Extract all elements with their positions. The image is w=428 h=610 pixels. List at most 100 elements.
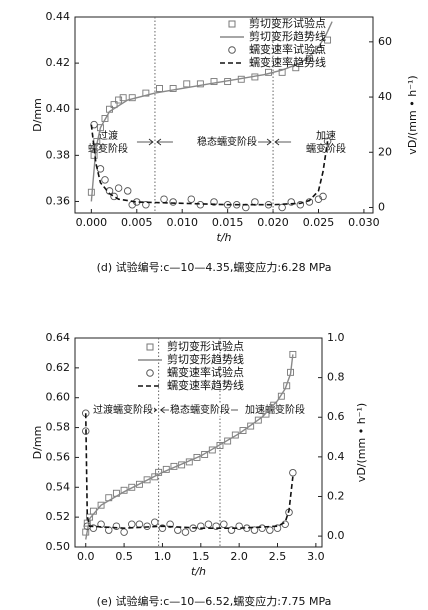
circle-marker <box>128 520 136 528</box>
stage-label-bg <box>244 403 306 416</box>
circle-marker <box>197 522 205 530</box>
stage-label-bg <box>97 129 119 142</box>
y2-tick-label: 0.0 <box>327 529 345 542</box>
x-tick-label: 0.005 <box>121 216 153 229</box>
y-tick-label: 0.54 <box>46 480 71 493</box>
chart: 0.0 0.5 1.0 1.5 2.0 2.5 3.0 0.50 0.52 0.54 0.56 0.5… <box>31 331 368 608</box>
x-tick-label: 0.030 <box>348 216 380 229</box>
circle-marker <box>220 520 228 528</box>
stage-label: 稳态蠕变阶段 <box>197 135 257 148</box>
y-tick-label: 0.58 <box>46 421 71 434</box>
circle-marker <box>181 528 190 536</box>
stage-label-bg <box>92 403 154 416</box>
y-tick-label: 0.52 <box>46 510 71 523</box>
circle-marker <box>204 520 213 528</box>
y-tick-label: 0.62 <box>46 361 71 374</box>
circle-marker <box>210 198 218 206</box>
square-marker <box>97 501 105 509</box>
stage-label-bg <box>169 403 231 416</box>
square-marker <box>201 450 209 458</box>
circle-marker <box>93 142 102 151</box>
circle-marker <box>264 200 273 209</box>
circle-marker <box>323 137 332 145</box>
legend-swatch <box>228 46 236 54</box>
circle-marker <box>232 200 241 209</box>
stage-label: 加速蠕变阶段 <box>245 403 305 416</box>
square-marker <box>110 101 118 109</box>
y2-tick-label: 40 <box>378 90 392 103</box>
y-axis-label: D/mm <box>31 426 44 460</box>
square-marker <box>101 115 109 122</box>
circle-marker <box>81 427 90 435</box>
stage-label: 过渡蠕变阶段 <box>93 403 153 416</box>
square-marker <box>270 401 278 409</box>
circle-marker <box>151 518 159 526</box>
x-axis-label: t/h <box>191 565 206 578</box>
y2-axis-label: vD/(mm • h⁻¹) <box>406 75 419 154</box>
y-tick-label: 0.64 <box>46 331 71 344</box>
y-tick-label: 0.42 <box>46 56 71 69</box>
square-marker <box>135 480 143 488</box>
circle-marker <box>296 200 305 209</box>
square-marker <box>247 422 255 430</box>
circle-marker <box>212 522 220 530</box>
square-marker <box>231 431 239 439</box>
square-marker <box>119 94 127 102</box>
circle-marker <box>250 526 259 534</box>
y2-tick-label: 0.6 <box>327 410 345 423</box>
y2-tick-label: 60 <box>378 35 392 48</box>
circle-marker <box>289 468 297 477</box>
square-marker <box>239 427 247 435</box>
square-marker <box>324 36 332 44</box>
circle-marker <box>110 192 118 201</box>
trend-line <box>90 124 329 206</box>
square-marker <box>216 442 224 449</box>
circle-marker <box>258 524 266 532</box>
x-tick-label: 2.5 <box>269 550 287 563</box>
legend-label: 剪切变形趋势线 <box>249 29 326 43</box>
caption: (d) 试验编号:c—10—4.35,蠕变应力:6.28 MPa <box>97 260 332 274</box>
circle-marker <box>158 524 167 532</box>
circle-marker <box>120 528 128 536</box>
x-tick-label: 0.000 <box>76 216 108 229</box>
x-tick-label: 0.020 <box>257 216 289 229</box>
circle-marker <box>305 198 314 206</box>
legend-label: 剪切变形趋势线 <box>167 352 244 366</box>
legend-label: 剪切变形试验点 <box>249 16 326 30</box>
square-marker <box>183 80 191 88</box>
legend-label: 蠕变速率趋势线 <box>167 378 244 392</box>
circle-marker <box>123 187 132 195</box>
legend-label: 蠕变速率趋势线 <box>249 55 326 69</box>
stage-label: 过渡 <box>98 129 118 142</box>
chart: 0.000 0.005 0.010 0.015 0.020 0.025 0.030 0.36 0… <box>31 10 419 274</box>
square-marker <box>193 453 201 461</box>
y2-tick-label: 0 <box>378 200 385 213</box>
y2-tick-label: 0.8 <box>327 371 345 384</box>
y-tick-label: 0.50 <box>46 540 71 553</box>
square-marker <box>254 416 262 424</box>
square-marker <box>208 446 216 454</box>
square-marker <box>143 476 151 484</box>
stage-label-bg <box>196 135 258 148</box>
y-tick-label: 0.38 <box>46 148 71 161</box>
circle-marker <box>169 198 177 206</box>
circle-marker <box>235 522 243 530</box>
y-tick-label: 0.44 <box>46 10 71 23</box>
y2-tick-label: 0.4 <box>327 450 345 463</box>
circle-marker <box>142 200 150 209</box>
circle-marker <box>287 198 295 206</box>
legend-label: 蠕变速率试验点 <box>249 42 326 56</box>
y-tick-label: 0.56 <box>46 450 71 463</box>
square-marker <box>115 96 123 104</box>
x-tick-label: 0.0 <box>77 550 95 563</box>
legend-swatch <box>146 369 154 377</box>
stage-arrow <box>136 138 173 146</box>
legend-label: 剪切变形试验点 <box>167 339 244 353</box>
circle-marker <box>101 176 109 184</box>
caption: (e) 试验编号:c—10—6.52,蠕变应力:7.75 MPa <box>97 594 332 608</box>
circle-marker <box>89 524 98 532</box>
y-tick-label: 0.60 <box>46 391 71 404</box>
legend-swatch <box>146 343 154 351</box>
